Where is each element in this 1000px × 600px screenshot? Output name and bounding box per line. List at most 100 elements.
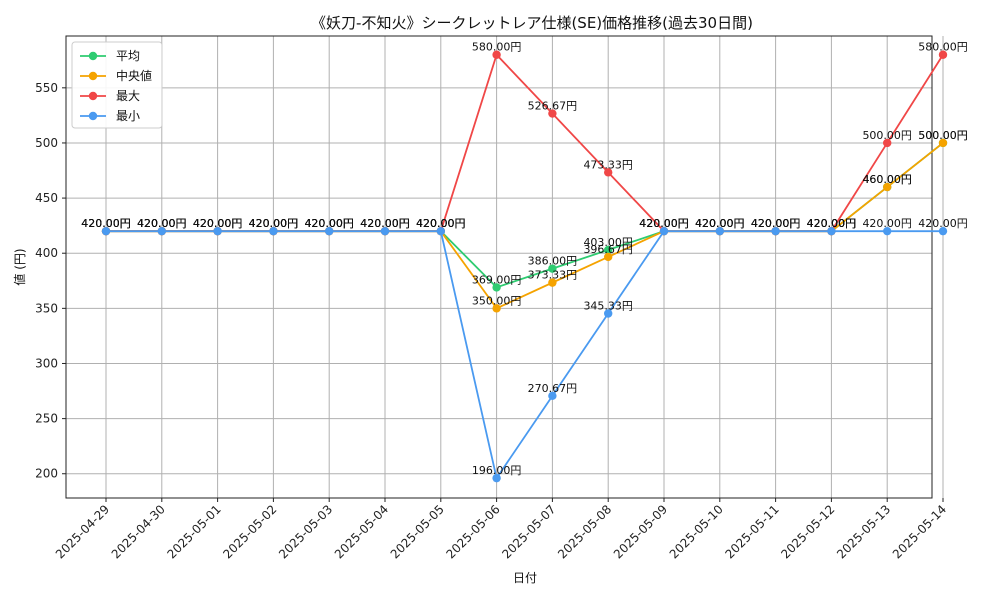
legend-marker <box>88 71 98 81</box>
data-point <box>604 245 613 255</box>
legend-label: 最大 <box>116 89 140 103</box>
data-label: 420.00円 <box>639 217 689 230</box>
data-point <box>492 283 501 292</box>
y-axis-label: 値 (円) <box>12 248 27 285</box>
data-label: 420.00円 <box>137 217 187 230</box>
x-tick-label: 2025-04-29 <box>53 502 112 561</box>
data-point <box>325 226 334 236</box>
y-tick-label: 550 <box>35 81 58 95</box>
data-label: 403.00円 <box>583 236 633 249</box>
data-label: 420.00円 <box>416 217 466 230</box>
data-point <box>883 226 892 236</box>
x-tick-label: 2025-05-10 <box>667 502 726 561</box>
data-label: 420.00円 <box>639 217 689 230</box>
data-label: 473.33円 <box>583 158 633 171</box>
data-point <box>938 138 948 148</box>
y-tick-label: 300 <box>35 356 58 370</box>
series-line-平均 <box>106 142 944 289</box>
data-label: 420.00円 <box>137 217 187 230</box>
data-label: 420.00円 <box>862 217 912 230</box>
data-point <box>938 226 948 236</box>
legend-label: 平均 <box>116 49 140 63</box>
x-tick-label: 2025-05-05 <box>388 502 447 561</box>
data-label: 420.00円 <box>81 217 131 230</box>
data-point <box>492 50 501 59</box>
data-label: 420.00円 <box>751 217 801 230</box>
data-label: 420.00円 <box>249 217 299 230</box>
data-label: 420.00円 <box>695 217 745 230</box>
data-label: 420.00円 <box>639 217 689 230</box>
data-label: 420.00円 <box>695 217 745 230</box>
data-label: 270.67円 <box>528 382 578 395</box>
data-point <box>213 226 222 236</box>
legend-label: 最小 <box>116 109 140 123</box>
series-line-最小 <box>106 230 943 481</box>
data-label: 420.00円 <box>695 217 745 230</box>
data-label: 526.67円 <box>528 100 578 113</box>
data-label: 420.00円 <box>304 217 354 230</box>
data-label: 420.00円 <box>416 217 466 230</box>
x-tick-label: 2025-05-14 <box>890 502 949 561</box>
x-tick-label: 2025-05-06 <box>444 502 503 561</box>
x-tick-label: 2025-05-11 <box>723 502 782 561</box>
x-tick-label: 2025-05-04 <box>332 502 391 561</box>
data-point <box>492 304 501 313</box>
data-point <box>771 226 780 236</box>
data-point <box>827 226 836 236</box>
x-tick-label: 2025-05-08 <box>555 502 614 561</box>
data-label: 420.00円 <box>249 217 299 230</box>
data-label: 420.00円 <box>416 217 466 230</box>
x-tick-label: 2025-05-02 <box>220 502 279 561</box>
legend-marker <box>88 51 98 61</box>
x-tick-label: 2025-05-09 <box>611 502 670 561</box>
x-axis-ticks: 2025-04-292025-04-302025-05-012025-05-02… <box>53 498 949 561</box>
data-point <box>157 226 166 236</box>
plot-frame <box>65 35 933 499</box>
data-point <box>659 226 669 236</box>
y-tick-label: 250 <box>35 412 58 426</box>
data-label: 420.00円 <box>695 217 745 230</box>
data-label: 460.00円 <box>862 173 912 186</box>
data-label: 420.00円 <box>807 217 857 230</box>
data-label: 420.00円 <box>193 217 243 230</box>
legend-box <box>71 41 163 129</box>
data-label: 420.00円 <box>416 217 466 230</box>
data-label: 196.00円 <box>472 464 522 477</box>
y-tick-label: 350 <box>35 301 58 315</box>
data-label: 420.00円 <box>81 217 131 230</box>
data-label: 420.00円 <box>360 217 410 230</box>
x-axis-label: 日付 <box>513 571 537 585</box>
data-label: 373.33円 <box>528 269 578 282</box>
data-label: 420.00円 <box>751 217 801 230</box>
data-point <box>548 391 557 401</box>
data-label: 420.00円 <box>751 217 801 230</box>
data-label: 580.00円 <box>918 41 968 54</box>
data-point <box>269 226 278 236</box>
data-label: 420.00円 <box>193 217 243 230</box>
data-label: 396.67円 <box>583 243 633 256</box>
data-label: 420.00円 <box>639 217 689 230</box>
data-label: 580.00円 <box>472 41 522 54</box>
data-label: 420.00円 <box>81 217 131 230</box>
series-layer <box>101 50 948 483</box>
data-label: 420.00円 <box>81 217 131 230</box>
data-label: 420.00円 <box>360 217 410 230</box>
x-tick-label: 2025-05-03 <box>276 502 335 561</box>
data-point <box>548 278 557 287</box>
data-label: 420.00円 <box>193 217 243 230</box>
data-label: 420.00円 <box>249 217 299 230</box>
data-label: 420.00円 <box>137 217 187 230</box>
data-labels: 420.00円 420.00円 420.00円 420.00円 420.00円 420.0… <box>81 41 968 477</box>
data-label: 420.00円 <box>360 217 410 230</box>
data-point <box>101 226 111 236</box>
data-label: 420.00円 <box>807 217 857 230</box>
data-label: 345.33円 <box>583 299 633 312</box>
legend-marker <box>88 91 98 101</box>
chart-title: 《妖刀-不知火》シークレットレア仕様(SE)価格推移(過去30日間) <box>311 14 753 32</box>
data-point <box>604 309 613 318</box>
y-tick-label: 450 <box>35 191 58 205</box>
data-label: 420.00円 <box>360 217 410 230</box>
y-tick-label: 400 <box>35 246 58 260</box>
data-label: 420.00円 <box>304 217 354 230</box>
